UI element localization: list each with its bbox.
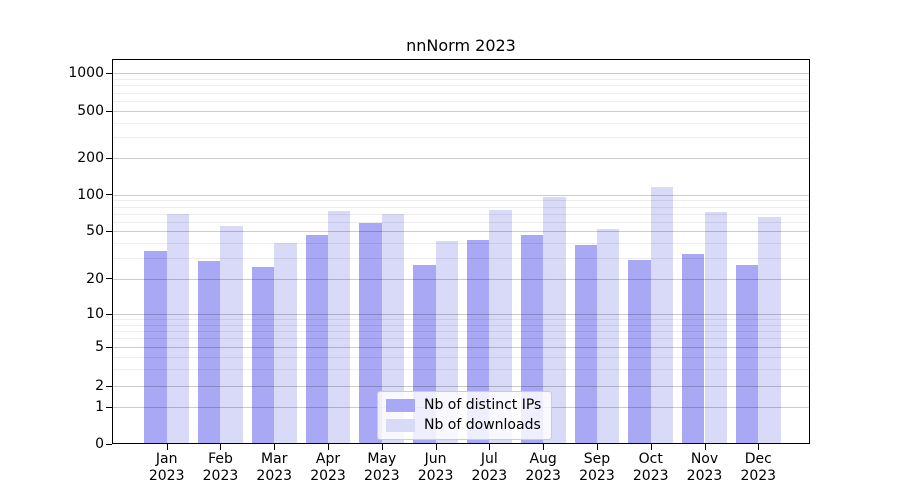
x-axis-tick xyxy=(435,444,437,450)
bar-oct-nb-of-distinct-ips xyxy=(628,259,651,443)
x-axis-tick xyxy=(543,444,545,450)
x-axis-tick-label: Aug 2023 xyxy=(515,451,571,485)
y-axis-tick xyxy=(106,346,112,348)
x-axis-tick-label: Feb 2023 xyxy=(192,451,248,485)
y-axis-tick xyxy=(106,110,112,112)
x-axis-tick-label: Jan 2023 xyxy=(139,451,195,485)
x-label-month: Dec xyxy=(744,451,772,467)
x-label-year: 2023 xyxy=(579,468,615,484)
bar-aug-nb-of-downloads xyxy=(543,196,566,443)
y-axis-tick-label: 1 xyxy=(95,399,104,415)
bar-feb-nb-of-distinct-ips xyxy=(198,261,221,443)
legend-item: Nb of distinct IPs xyxy=(386,397,541,414)
bar-mar-nb-of-downloads xyxy=(274,242,297,443)
legend: Nb of distinct IPs Nb of downloads xyxy=(377,391,553,440)
bar-apr-nb-of-distinct-ips xyxy=(305,235,329,443)
x-axis-tick-label: Mar 2023 xyxy=(246,451,302,485)
bar-mar-nb-of-distinct-ips xyxy=(251,267,275,443)
x-label-year: 2023 xyxy=(256,468,293,484)
x-axis-tick-label: Dec 2023 xyxy=(730,451,786,485)
x-label-year: 2023 xyxy=(148,468,185,484)
y-axis-tick-label: 2 xyxy=(95,378,104,395)
x-axis-tick-label: Apr 2023 xyxy=(300,451,356,485)
x-label-month: Mar xyxy=(261,451,288,467)
x-axis-tick xyxy=(328,444,330,450)
bar-dec-nb-of-distinct-ips xyxy=(735,265,759,443)
x-label-month: Apr xyxy=(315,451,341,467)
y-axis-tick xyxy=(106,313,112,315)
x-axis-tick-label: Jun 2023 xyxy=(408,451,464,485)
x-label-year: 2023 xyxy=(310,468,346,484)
chart-title: nnNorm 2023 xyxy=(406,36,516,55)
x-label-year: 2023 xyxy=(686,468,723,484)
bar-sep-nb-of-downloads xyxy=(596,228,620,443)
bar-may-nb-of-downloads xyxy=(381,214,405,443)
x-axis-tick-label: Nov 2023 xyxy=(677,451,733,485)
x-label-year: 2023 xyxy=(417,468,454,484)
x-axis-tick xyxy=(596,444,598,450)
y-axis-tick xyxy=(106,278,112,280)
y-axis-tick-label: 1000 xyxy=(68,65,104,82)
y-axis-tick xyxy=(106,194,112,196)
y-axis-tick-label: 50 xyxy=(86,223,104,240)
bar-jan-nb-of-distinct-ips xyxy=(144,251,167,443)
x-axis-tick xyxy=(650,444,652,450)
x-label-month: Sep xyxy=(583,451,611,467)
x-axis-tick-label: May 2023 xyxy=(354,451,410,485)
bar-nov-nb-of-downloads xyxy=(704,212,727,443)
bar-apr-nb-of-downloads xyxy=(328,210,351,443)
bar-jul-nb-of-downloads xyxy=(489,209,512,443)
x-label-month: Feb xyxy=(208,451,233,467)
y-axis-tick-label: 0 xyxy=(95,436,104,452)
y-axis-tick-label: 20 xyxy=(86,270,104,287)
x-label-year: 2023 xyxy=(740,468,777,484)
legend-swatch xyxy=(386,399,415,412)
legend-swatch xyxy=(386,419,415,432)
y-axis-tick xyxy=(106,443,112,445)
bar-feb-nb-of-downloads xyxy=(220,226,243,443)
x-axis-tick xyxy=(381,444,383,450)
x-axis-tick xyxy=(489,444,491,450)
y-axis-tick xyxy=(106,230,112,232)
bar-nov-nb-of-distinct-ips xyxy=(682,254,705,443)
y-axis-tick-label: 500 xyxy=(77,103,104,119)
y-axis-tick-label: 5 xyxy=(95,339,104,356)
bar-dec-nb-of-downloads xyxy=(758,216,781,443)
bar-jan-nb-of-downloads xyxy=(166,214,190,443)
y-axis-tick-label: 200 xyxy=(77,150,104,167)
bar-sep-nb-of-distinct-ips xyxy=(574,245,597,443)
x-axis-tick xyxy=(220,444,222,450)
x-label-year: 2023 xyxy=(202,468,239,484)
y-axis-tick-label: 10 xyxy=(86,306,104,323)
x-label-year: 2023 xyxy=(471,468,508,484)
x-label-month: May xyxy=(367,451,397,467)
x-label-year: 2023 xyxy=(632,468,669,484)
x-label-month: Jun xyxy=(424,451,447,467)
x-axis-tick-label: Jul 2023 xyxy=(461,451,517,485)
bar-may-nb-of-distinct-ips xyxy=(359,223,382,443)
x-axis-tick xyxy=(758,444,760,450)
x-label-month: Jul xyxy=(480,451,498,467)
y-axis-tick xyxy=(106,157,112,159)
y-axis-tick-label: 100 xyxy=(77,186,104,203)
y-axis-tick xyxy=(106,406,112,408)
y-axis-tick xyxy=(106,72,112,74)
bar-oct-nb-of-downloads xyxy=(650,187,674,443)
x-label-year: 2023 xyxy=(363,468,400,484)
y-axis-tick xyxy=(106,385,112,387)
x-axis-tick-label: Sep 2023 xyxy=(569,451,625,485)
legend-label: Nb of downloads xyxy=(424,417,541,433)
x-axis-tick xyxy=(274,444,276,450)
x-axis-tick xyxy=(166,444,168,450)
legend-item: Nb of downloads xyxy=(386,417,541,434)
x-label-month: Nov xyxy=(690,451,719,467)
x-axis-tick xyxy=(704,444,706,450)
legend-label: Nb of distinct IPs xyxy=(424,397,542,413)
x-label-year: 2023 xyxy=(525,468,561,484)
x-axis-tick-label: Oct 2023 xyxy=(623,451,679,485)
x-label-month: Aug xyxy=(529,451,557,467)
x-label-month: Jan xyxy=(155,451,178,467)
x-label-month: Oct xyxy=(638,451,663,467)
